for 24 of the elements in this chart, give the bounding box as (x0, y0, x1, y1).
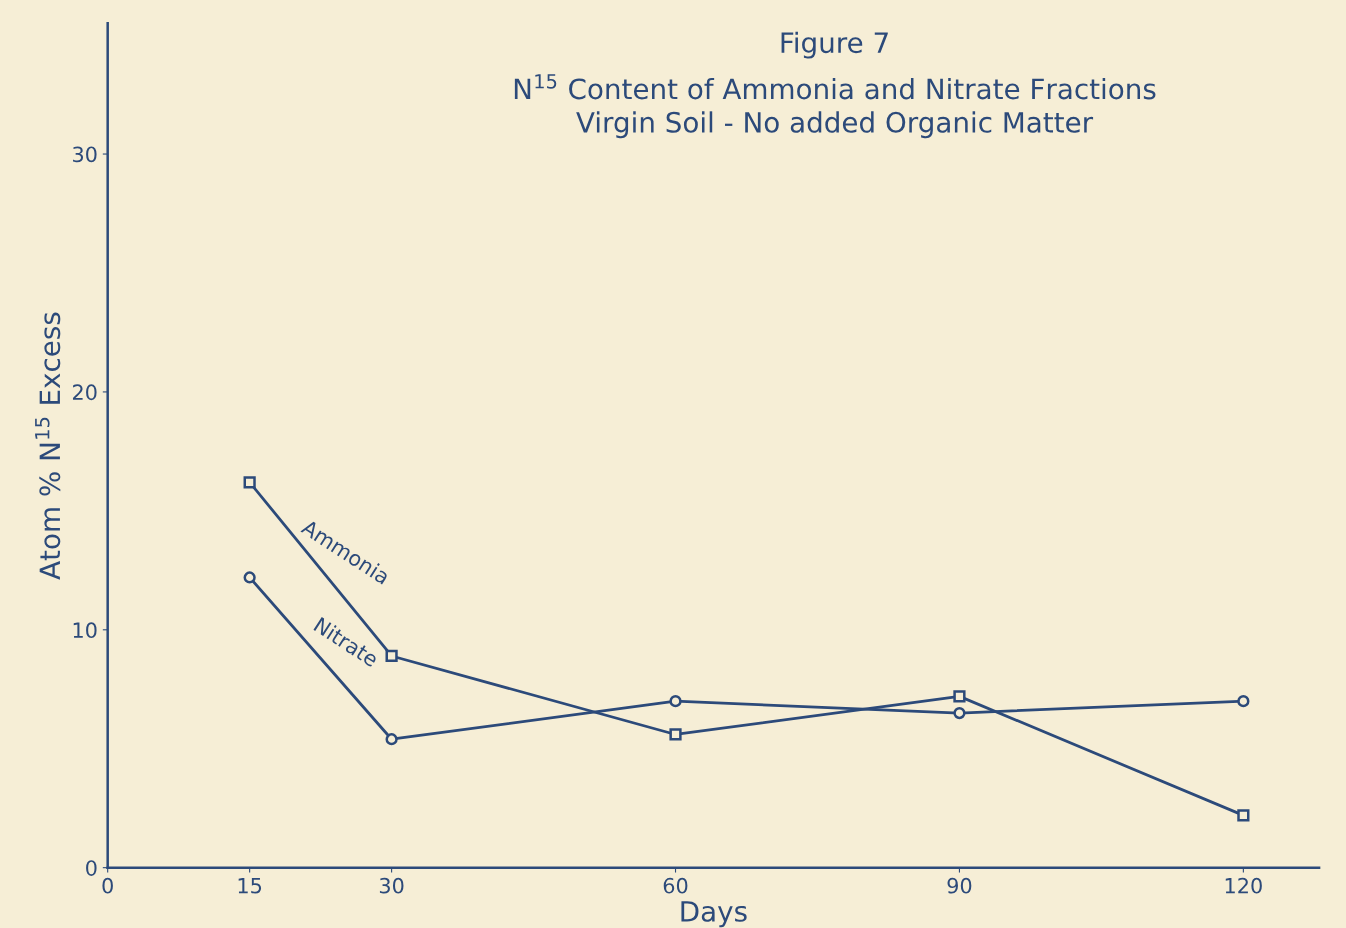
y-tick-label: 10 (73, 622, 97, 639)
x-tick-label: 90 (947, 877, 972, 894)
point (385, 733, 398, 746)
x-tick-label: 15 (238, 878, 262, 894)
point (1237, 695, 1250, 708)
point (953, 706, 966, 720)
y-axis-title: Atom % N$^{15}$ Excess (35, 312, 61, 580)
x-tick-label: 120 (1225, 877, 1262, 894)
y-tick-label: 0 (86, 860, 97, 876)
point (243, 571, 256, 584)
point (953, 690, 966, 703)
point (243, 476, 256, 489)
x-tick-label: 0 (102, 877, 113, 894)
y-tick-label: 30 (73, 146, 97, 163)
x-axis-title: Days (681, 901, 747, 928)
chart-title: Figure 7 (781, 31, 888, 59)
y-tick-label: 20 (72, 384, 97, 401)
x-tick-label: 30 (379, 877, 404, 894)
x-tick-label: 60 (663, 877, 688, 894)
point (669, 728, 682, 741)
point (669, 695, 682, 708)
point (1237, 809, 1250, 822)
text: N$^{15}$ Content of Ammonia and Nitrate Fractions Virgin Soil - No added Organic Matter (514, 74, 1156, 139)
point (385, 649, 398, 663)
